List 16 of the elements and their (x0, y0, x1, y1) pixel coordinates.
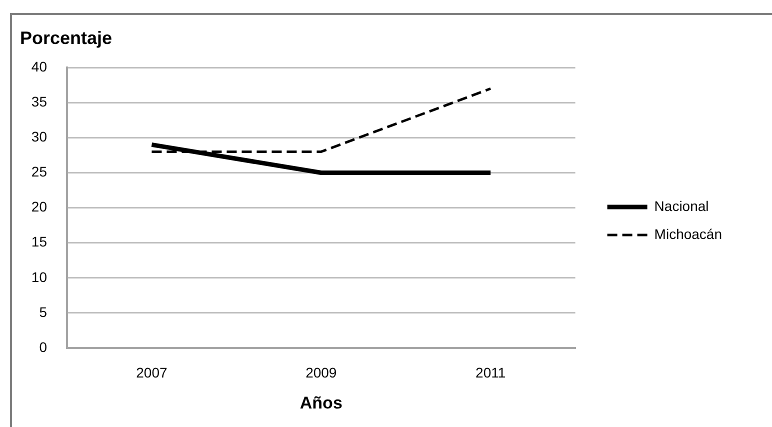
y-tick-label: 40 (31, 58, 48, 74)
y-tick-label: 0 (39, 338, 48, 355)
y-tick-label: 25 (31, 164, 48, 180)
y-tick-label: 20 (31, 198, 48, 215)
legend-label: Michoacán (654, 226, 722, 242)
legend-label: Nacional (654, 198, 709, 214)
y-tick-label: 5 (39, 304, 48, 320)
y-tick-label: 10 (31, 268, 48, 285)
x-tick-label: 2009 (306, 364, 337, 380)
x-tick-label: 2011 (476, 364, 506, 380)
x-tick-label: 2007 (136, 364, 168, 380)
y-tick-label: 30 (31, 128, 48, 145)
y-tick-label: 35 (31, 94, 48, 110)
x-axis-title: Años (300, 393, 342, 412)
y-tick-label: 15 (31, 234, 48, 250)
y-axis-title: Porcentaje (20, 28, 112, 48)
